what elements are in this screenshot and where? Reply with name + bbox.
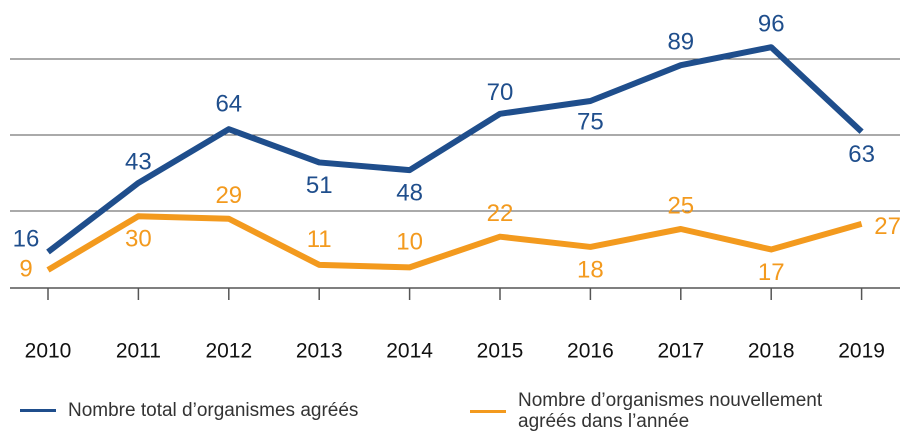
series-line <box>46 213 863 273</box>
x-tick-label: 2012 <box>205 340 252 363</box>
legend-item: Nombre d’organismes nouvellement agréés … <box>470 390 870 432</box>
data-label: 89 <box>667 29 694 56</box>
x-tick-label: 2019 <box>838 340 885 363</box>
x-tick-label: 2011 <box>116 340 161 363</box>
legend-swatch <box>20 409 56 412</box>
data-label: 25 <box>667 192 694 219</box>
legend-label: Nombre d’organismes nouvellement agréés … <box>518 390 823 432</box>
data-label: 18 <box>577 256 604 283</box>
data-label: 9 <box>19 255 32 282</box>
data-label: 48 <box>396 179 423 206</box>
data-label: 64 <box>215 91 242 118</box>
data-label: 29 <box>215 182 242 209</box>
legend-item: Nombre total d’organismes agréés <box>20 400 358 421</box>
data-label: 75 <box>577 108 604 135</box>
x-tick-label: 2018 <box>748 340 795 363</box>
legend-label: Nombre total d’organismes agréés <box>68 400 359 421</box>
data-label: 10 <box>396 229 423 256</box>
data-label: 43 <box>125 148 152 175</box>
data-label: 17 <box>758 259 785 286</box>
x-tick-label: 2017 <box>657 340 704 363</box>
data-label: 63 <box>848 141 875 168</box>
data-label: 30 <box>125 226 152 253</box>
data-label: 27 <box>874 213 901 240</box>
data-label: 11 <box>307 226 332 253</box>
data-label: 22 <box>487 200 514 227</box>
legend-swatch <box>470 409 506 413</box>
x-tick-label: 2016 <box>567 340 614 363</box>
x-tick-label: 2013 <box>296 340 343 363</box>
data-label: 70 <box>487 79 514 106</box>
x-tick-label: 2014 <box>386 340 433 363</box>
chart: 2010 2011 2012 2013 2014 2015 2016 2017 2018 2019… <box>10 11 901 363</box>
x-tick-label: 2010 <box>25 340 72 363</box>
data-label: 96 <box>758 11 785 38</box>
data-label: 51 <box>306 172 333 199</box>
data-label: 16 <box>13 225 40 252</box>
x-tick-label: 2015 <box>477 340 524 363</box>
series-line <box>46 44 864 255</box>
